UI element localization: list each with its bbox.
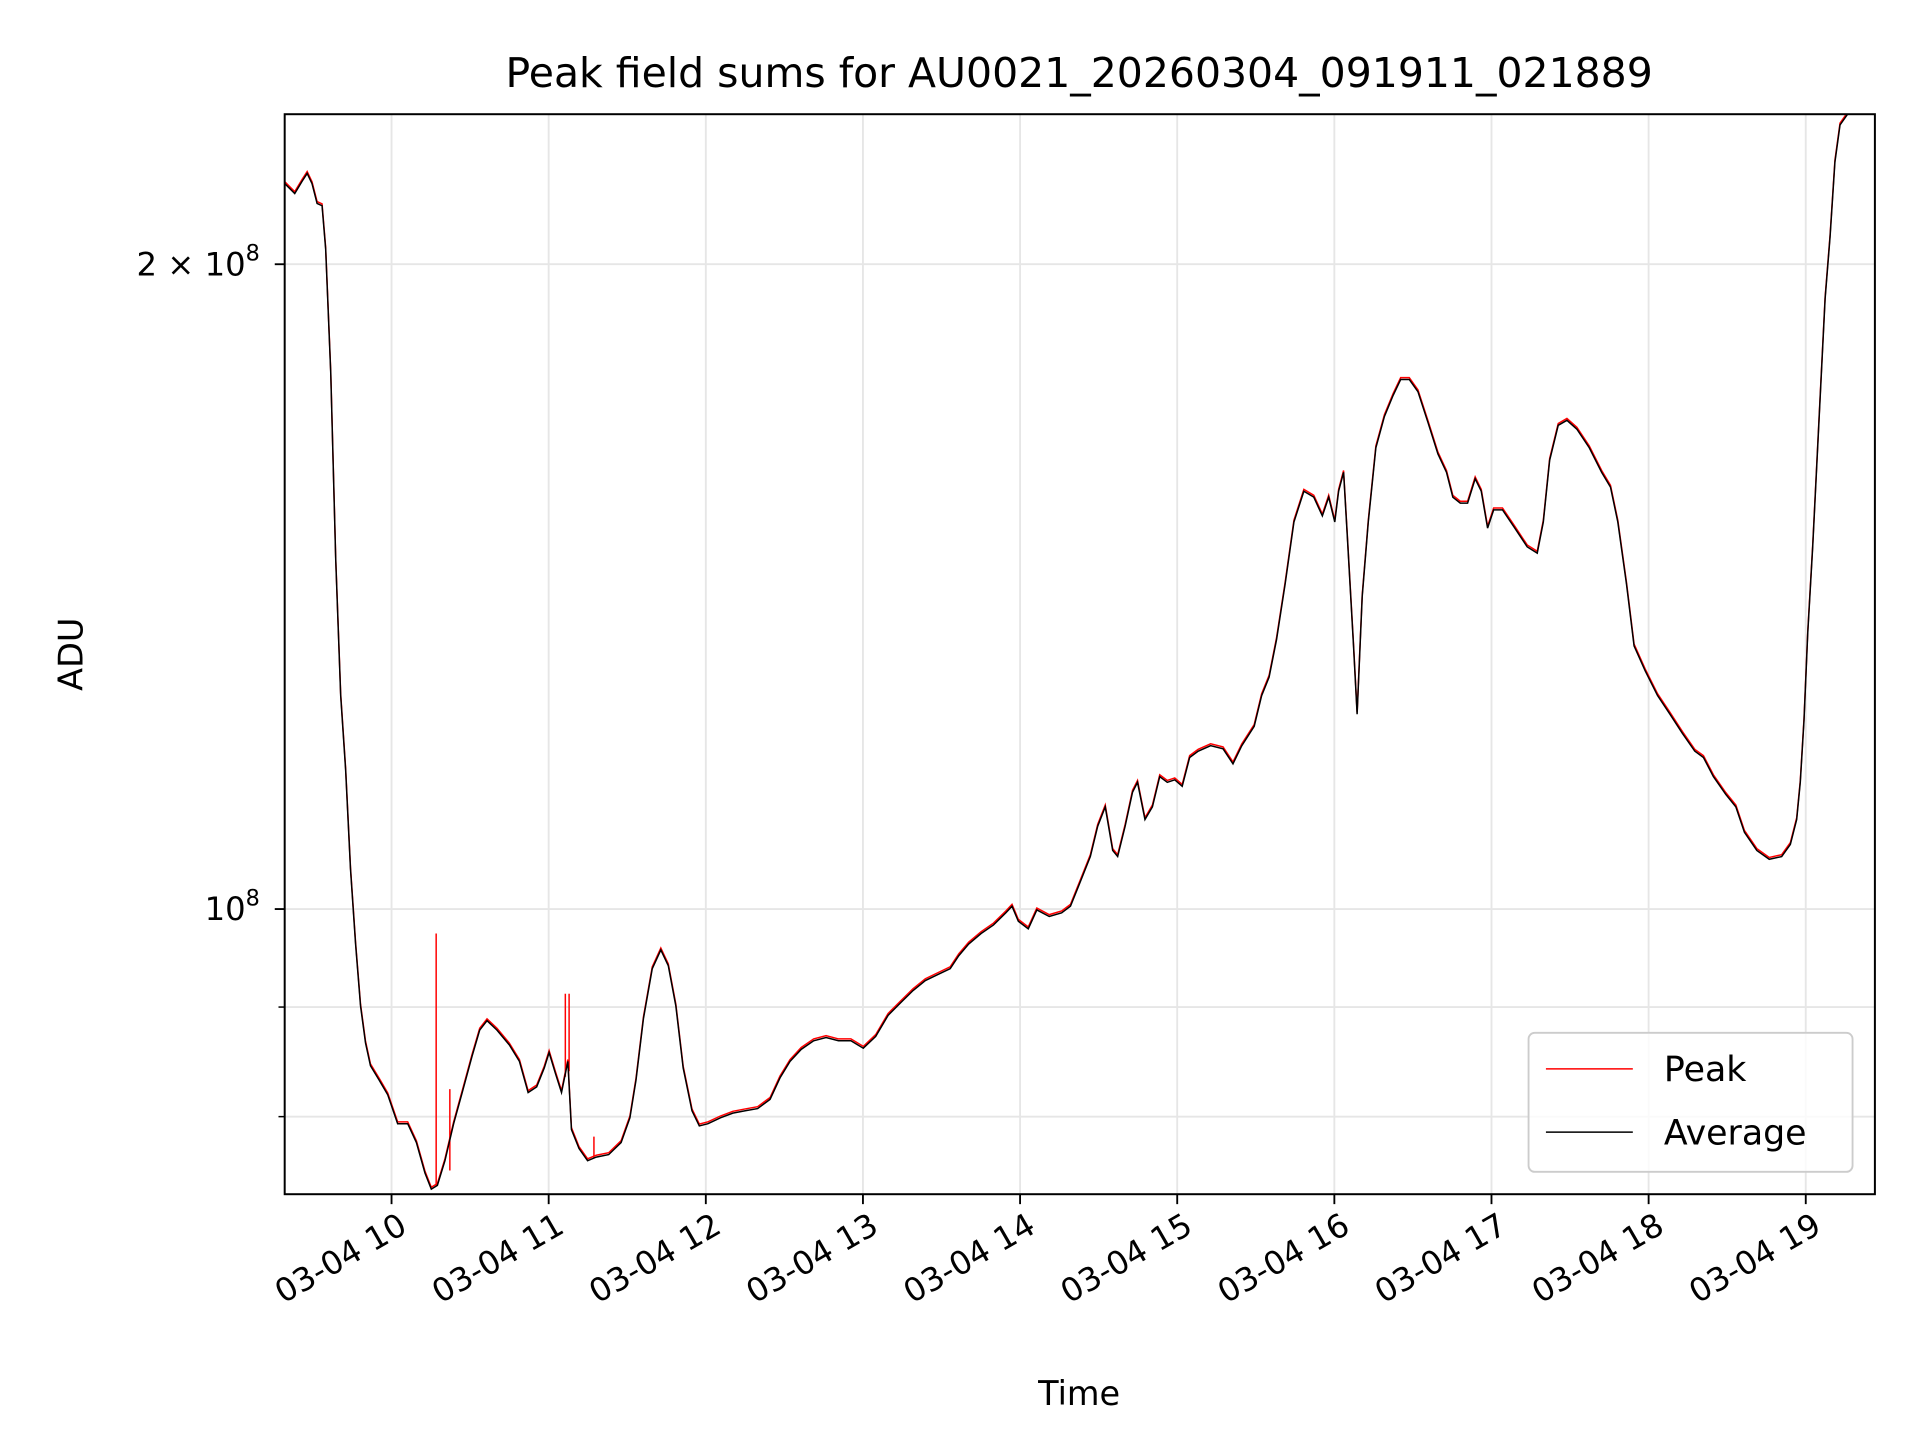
y-tick-label: 2 × 108	[137, 241, 260, 284]
grid	[284, 114, 1875, 1195]
plot-area	[284, 114, 1849, 1191]
legend: Peak Average	[1527, 1031, 1854, 1173]
series-group	[284, 114, 1849, 1191]
x-axis-label: Time	[1037, 1374, 1120, 1413]
legend-peak-label: Peak	[1664, 1050, 1747, 1090]
average-line	[284, 114, 1849, 1191]
axes-frame	[283, 113, 1876, 1196]
y-axis: 2 × 108 108	[137, 241, 285, 1118]
y-axis-label: ADU	[51, 618, 90, 691]
legend-box	[1527, 1031, 1854, 1173]
legend-average-label: Average	[1664, 1114, 1807, 1154]
chart-title: Peak field sums for AU0021_20260304_0919…	[506, 49, 1653, 97]
y-tick-label: 108	[205, 885, 260, 928]
